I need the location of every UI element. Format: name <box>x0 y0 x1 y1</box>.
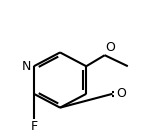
Text: F: F <box>30 120 37 133</box>
Text: N: N <box>21 60 31 73</box>
Text: O: O <box>116 87 126 100</box>
Text: O: O <box>105 41 115 54</box>
